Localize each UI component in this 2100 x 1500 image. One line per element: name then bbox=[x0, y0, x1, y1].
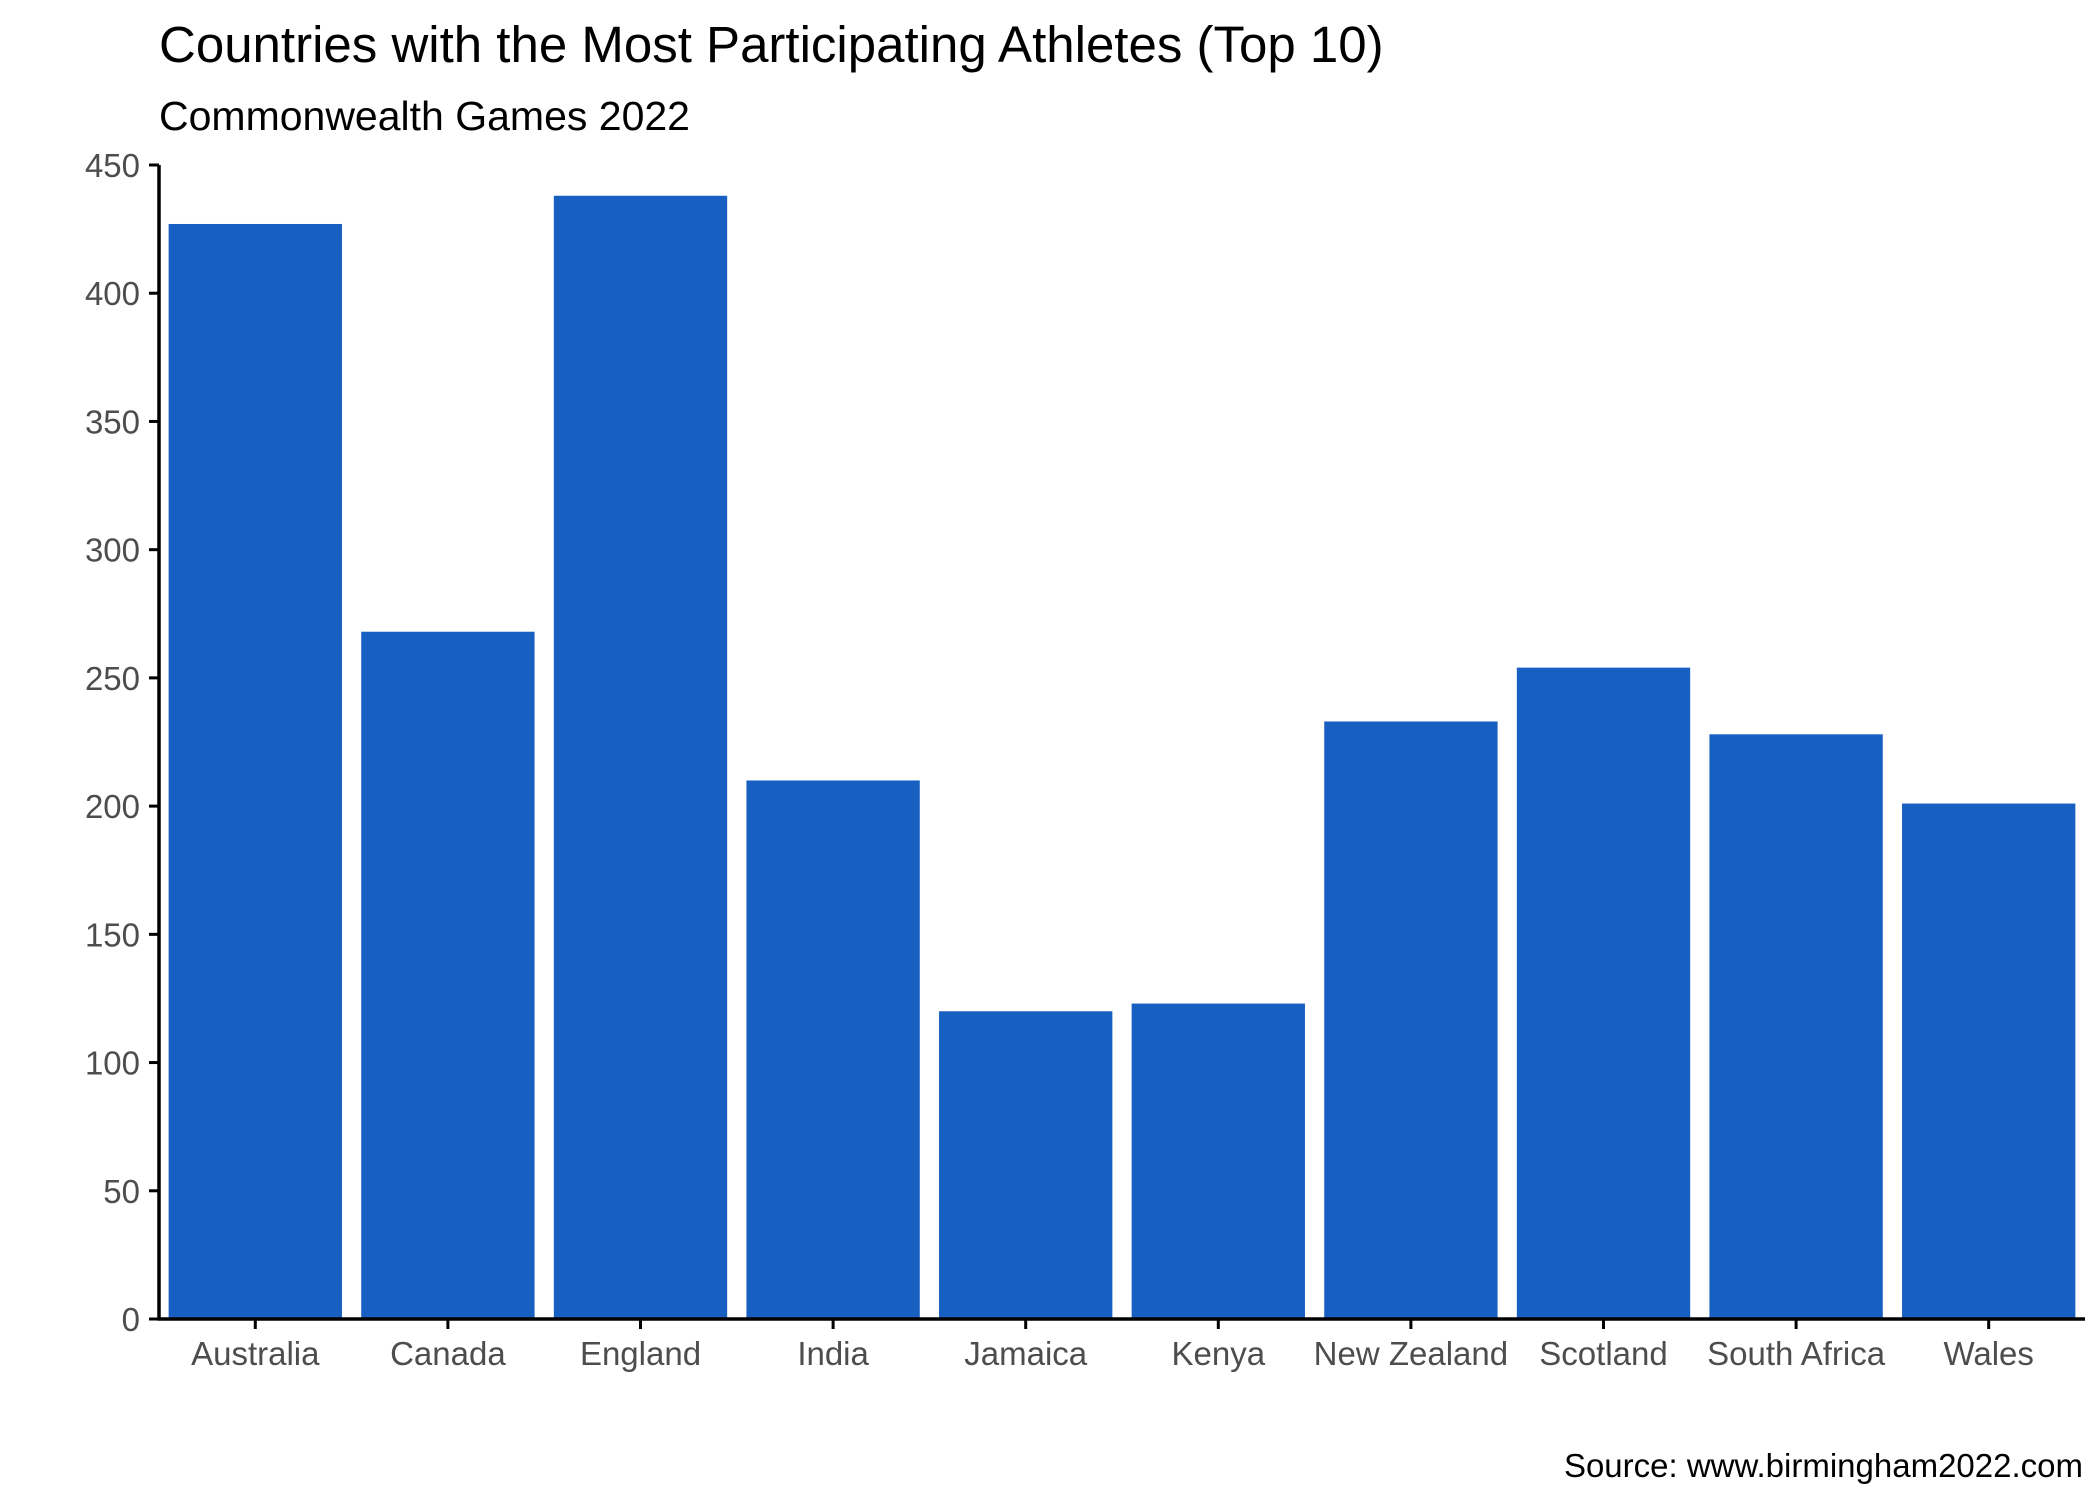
x-tick-label: Scotland bbox=[1539, 1335, 1667, 1372]
y-tick-label: 100 bbox=[85, 1045, 140, 1082]
x-tick-label: Wales bbox=[1943, 1335, 2033, 1372]
y-tick-label: 300 bbox=[85, 532, 140, 569]
bar-australia bbox=[168, 223, 342, 1320]
bars-group bbox=[168, 195, 2076, 1320]
x-tick-label: Jamaica bbox=[964, 1335, 1088, 1372]
y-tick-label: 200 bbox=[85, 788, 140, 825]
bar-kenya bbox=[1131, 1003, 1305, 1319]
bar-india bbox=[746, 780, 920, 1319]
x-tick-label: South Africa bbox=[1707, 1335, 1886, 1372]
x-tick-label: New Zealand bbox=[1314, 1335, 1508, 1372]
bar-england bbox=[553, 195, 728, 1319]
chart-caption: Source: www.birmingham2022.com bbox=[1564, 1447, 2083, 1484]
x-tick-label: England bbox=[580, 1335, 701, 1372]
bar-new-zealand bbox=[1324, 721, 1498, 1319]
chart-title: Countries with the Most Participating At… bbox=[159, 16, 1384, 73]
bar-south-africa bbox=[1709, 734, 1883, 1319]
bar-wales bbox=[1902, 803, 2076, 1319]
y-tick-label: 350 bbox=[85, 403, 140, 440]
bar-jamaica bbox=[939, 1011, 1113, 1319]
y-tick-label: 250 bbox=[85, 660, 140, 697]
x-tick-label: Kenya bbox=[1172, 1335, 1266, 1372]
x-tick-label: India bbox=[797, 1335, 869, 1372]
bar-scotland bbox=[1516, 667, 1691, 1319]
x-tick-label: Canada bbox=[390, 1335, 506, 1372]
y-tick-label: 0 bbox=[122, 1301, 140, 1338]
bar-canada bbox=[361, 631, 535, 1319]
y-tick-label: 450 bbox=[85, 147, 140, 184]
x-tick-label: Australia bbox=[191, 1335, 320, 1372]
y-tick-label: 400 bbox=[85, 275, 140, 312]
chart-subtitle: Commonwealth Games 2022 bbox=[159, 93, 690, 139]
y-tick-label: 50 bbox=[103, 1173, 140, 1210]
y-axis: 0 50 100 150 200 250 300 350 400 450 bbox=[85, 147, 161, 1338]
y-tick-label: 150 bbox=[85, 916, 140, 953]
x-axis: Australia Canada England India Jamaica Kenya N… bbox=[157, 1317, 2085, 1372]
